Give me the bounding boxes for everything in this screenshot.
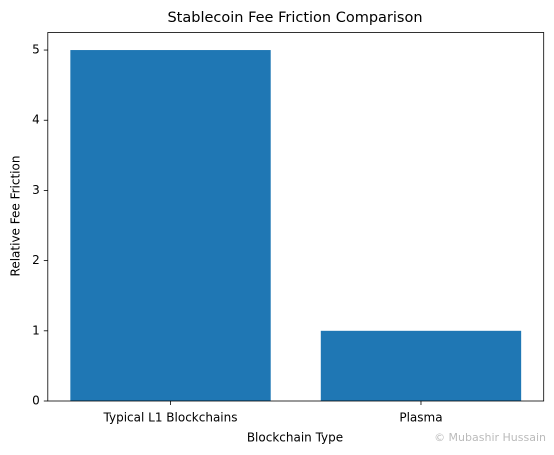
y-tick-label: 3 <box>32 183 40 197</box>
bar <box>320 330 522 401</box>
chart-title: Stablecoin Fee Friction Comparison <box>167 10 422 26</box>
y-tick-label: 4 <box>32 113 40 127</box>
bar <box>70 50 271 402</box>
x-tick-label: Plasma <box>399 411 442 425</box>
y-tick-label: 2 <box>32 253 40 267</box>
y-axis-label: Relative Fee Friction <box>9 156 23 277</box>
x-axis-label: Blockchain Type <box>247 431 343 445</box>
plot-frame <box>47 32 545 402</box>
y-tick-label: 5 <box>32 43 40 57</box>
watermark: © Mubashir Hussain <box>434 431 546 444</box>
x-tick-label: Typical L1 Blockchains <box>103 411 238 425</box>
y-tick-label: 0 <box>32 394 40 408</box>
y-tick-label: 1 <box>32 323 40 337</box>
